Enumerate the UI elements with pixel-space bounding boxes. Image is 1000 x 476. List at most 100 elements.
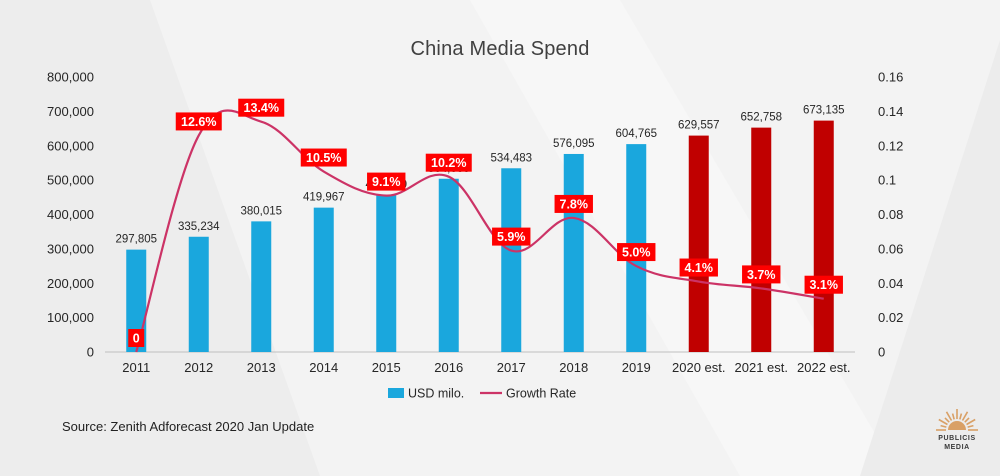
growth-label: 12.6% [175, 112, 222, 131]
growth-label-text: 13.4% [244, 101, 279, 115]
growth-label: 3.7% [742, 265, 781, 284]
x-tick-label: 2020 est. [672, 360, 726, 375]
right-tick-label: 0.12 [878, 138, 903, 153]
right-tick-label: 0 [878, 345, 885, 360]
x-tick-label: 2017 [497, 360, 526, 375]
bar-data-labels: 297,805335,234380,015419,967457,000504,0… [115, 105, 844, 246]
bar [688, 135, 709, 352]
left-tick-label: 200,000 [47, 276, 94, 291]
bar-value-label: 604,765 [615, 128, 657, 140]
bar [751, 127, 772, 352]
x-tick-label: 2018 [559, 360, 588, 375]
right-tick-label: 0.04 [878, 276, 903, 291]
growth-rate-line [135, 109, 824, 353]
right-tick-label: 0.08 [878, 207, 903, 222]
x-tick-label: 2016 [434, 360, 463, 375]
growth-label-text: 5.0% [622, 246, 651, 260]
growth-label-text: 5.9% [497, 230, 526, 244]
right-axis: 0 0.02 0.04 0.06 0.08 0.1 0.12 0.14 0.16 [878, 70, 903, 360]
growth-label-box [804, 275, 843, 294]
bar [251, 221, 272, 352]
growth-label-box [617, 243, 656, 262]
growth-label-box [425, 153, 472, 172]
x-tick-label: 2013 [247, 360, 276, 375]
bg-stripe-center [470, 0, 900, 476]
growth-label-box [554, 194, 593, 213]
growth-label-box [679, 258, 718, 277]
growth-label-text: 7.8% [560, 197, 589, 211]
legend-label-line: Growth Rate [506, 387, 576, 401]
right-tick-label: 0.02 [878, 310, 903, 325]
right-tick-label: 0.16 [878, 70, 903, 85]
bar-value-label: 419,967 [303, 192, 345, 204]
x-tick-label: 2011 [122, 360, 150, 375]
bg-stripe-right [860, 40, 1000, 476]
growth-label-text: 10.2% [431, 156, 466, 170]
growth-label-text: 9.1% [372, 175, 401, 189]
left-tick-label: 600,000 [47, 138, 94, 153]
x-tick-label: 2015 [372, 360, 401, 375]
bar-value-label: 297,805 [115, 234, 157, 246]
x-tick-label: 2022 est. [797, 360, 851, 375]
growth-label: 0 [128, 329, 145, 347]
growth-label-box [367, 172, 406, 191]
bar-value-label: 534,483 [490, 152, 532, 164]
growth-label-text: 3.1% [810, 278, 839, 292]
growth-label: 7.8% [554, 194, 593, 213]
left-tick-label: 500,000 [47, 173, 94, 188]
bar [188, 236, 209, 352]
bar-series [126, 120, 834, 353]
bar [126, 249, 147, 352]
growth-label-box [492, 227, 531, 246]
left-tick-label: 700,000 [47, 104, 94, 119]
growth-label-text: 4.1% [685, 261, 714, 275]
chart-title: China Media Spend [410, 38, 590, 60]
growth-label-box [238, 98, 285, 117]
bar-value-label: 576,095 [553, 138, 595, 150]
left-axis: 0 100,000 200,000 300,000 400,000 500,000 600,… [47, 70, 94, 360]
bar [438, 178, 459, 352]
growth-label-text: 3.7% [747, 268, 776, 282]
bar [376, 194, 397, 352]
growth-label: 5.0% [617, 243, 656, 262]
bg-stripe-left [0, 0, 320, 476]
growth-label-text: 12.6% [181, 115, 216, 129]
bar [501, 168, 522, 352]
right-tick-label: 0.1 [878, 173, 896, 188]
left-tick-label: 300,000 [47, 241, 94, 256]
growth-label-box [300, 148, 347, 167]
bar-value-label: 335,234 [178, 221, 220, 233]
bar-value-label: 629,557 [678, 120, 720, 132]
growth-label-box [128, 329, 145, 347]
growth-rate-labels: 0 12.6% 13.4% 10.5% 9.1% 10.2% 5.9% 7.8% 5.0% 4.1… [128, 98, 843, 347]
logo-sun-icon [936, 409, 978, 431]
growth-label: 9.1% [367, 172, 406, 191]
bar-value-label: 380,015 [240, 205, 282, 217]
growth-label: 10.2% [425, 153, 472, 172]
growth-label-text: 0 [133, 332, 140, 346]
left-tick-label: 0 [87, 345, 94, 360]
left-tick-label: 800,000 [47, 70, 94, 85]
right-tick-label: 0.06 [878, 241, 903, 256]
legend: USD milo. Growth Rate [388, 387, 576, 401]
growth-label: 10.5% [300, 148, 347, 167]
bar-value-label: 673,135 [803, 105, 845, 117]
logo-text-publicis: PUBLICIS [938, 435, 976, 442]
publicis-media-logo: PUBLICIS MEDIA [926, 404, 988, 454]
x-axis: 2011 2012 2013 2014 2015 2016 2017 2018 2019 2020… [122, 360, 850, 375]
growth-label: 5.9% [492, 227, 531, 246]
bar-value-label: 652,758 [740, 112, 782, 124]
logo-text-media: MEDIA [944, 444, 970, 451]
growth-label-text: 10.5% [306, 151, 341, 165]
bar [563, 153, 584, 352]
growth-label-box [742, 265, 781, 284]
x-tick-label: 2019 [622, 360, 651, 375]
legend-label-bar: USD milo. [408, 387, 464, 401]
left-tick-label: 400,000 [47, 207, 94, 222]
bar [813, 120, 834, 353]
x-tick-label: 2012 [184, 360, 213, 375]
growth-label: 13.4% [238, 98, 285, 117]
